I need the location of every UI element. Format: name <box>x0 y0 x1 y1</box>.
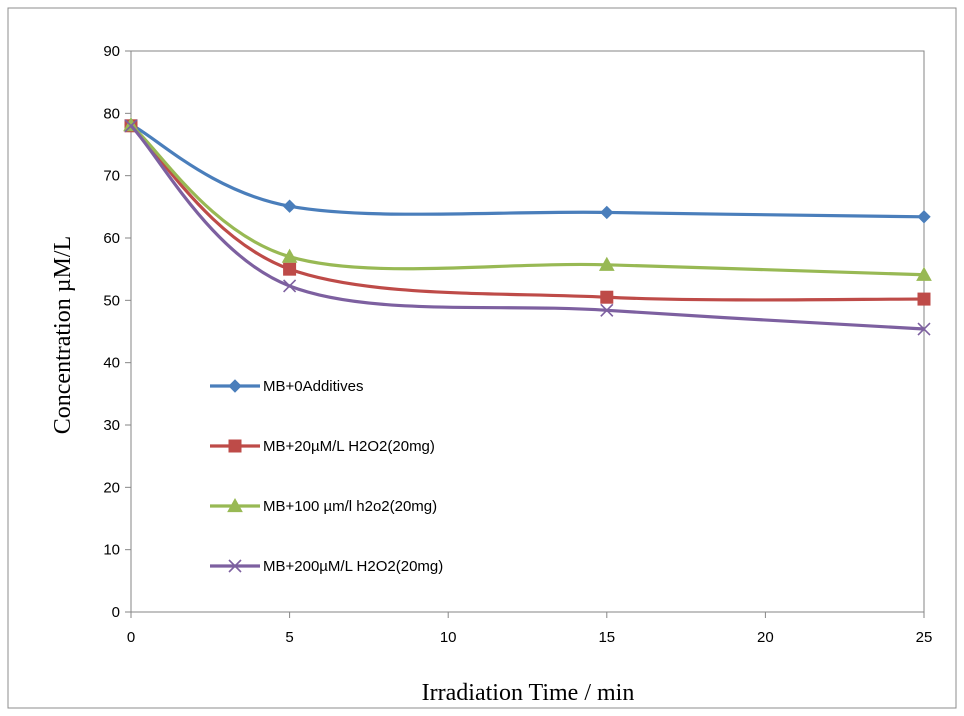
series-line <box>129 124 925 331</box>
x-tick-label: 20 <box>757 629 774 646</box>
y-tick-label: 80 <box>103 105 120 122</box>
x-tick-label: 25 <box>916 629 933 646</box>
data-point <box>282 199 297 213</box>
data-point <box>598 256 615 271</box>
data-point <box>283 279 297 293</box>
legend-marker <box>227 497 243 513</box>
data-point <box>917 210 931 224</box>
x-tick-label: 0 <box>127 629 135 646</box>
legend-entry: MB+0Additives <box>210 378 363 395</box>
legend: MB+0Additives MB+20µM/L H2O2(20mg) MB+100 … <box>210 378 443 575</box>
chart-border <box>7 7 957 709</box>
y-tick-label: 20 <box>103 479 120 496</box>
x-tick-label: 5 <box>285 629 293 646</box>
legend-entry: MB+200µM/L H2O2(20mg) <box>210 558 443 575</box>
y-tick-label: 30 <box>103 417 120 434</box>
data-point <box>124 119 138 133</box>
plot-area-frame <box>130 50 925 613</box>
data-point-stroke <box>600 303 614 317</box>
series-layer <box>123 117 932 336</box>
legend-entry: MB+100 µm/l h2o2(20mg) <box>210 497 437 515</box>
legend-marker <box>228 559 242 573</box>
y-tick-label: 0 <box>112 604 120 621</box>
y-axis-title: Concentration µM/L <box>50 236 76 434</box>
data-point <box>917 322 931 336</box>
legend-marker <box>228 439 242 453</box>
data-point <box>283 262 297 276</box>
series-3 <box>123 117 932 281</box>
data-point <box>600 303 614 317</box>
x-tick-label: 15 <box>598 629 615 646</box>
y-tick-label: 40 <box>103 355 120 372</box>
data-point-stroke <box>124 119 138 133</box>
data-point <box>281 248 298 263</box>
x-axis-title: Irradiation Time / min <box>422 680 635 706</box>
legend-marker <box>228 379 242 393</box>
legend-entry: MB+20µM/L H2O2(20mg) <box>210 438 435 455</box>
legend-label: MB+20µM/L H2O2(20mg) <box>263 438 435 455</box>
axes: 0 10 20 30 40 50 60 70 80 90 0 5 10 15 20 25 <box>103 43 932 646</box>
data-point <box>600 205 614 220</box>
legend-label: MB+0Additives <box>263 378 363 395</box>
y-tick-label: 60 <box>103 230 120 247</box>
data-point-stroke <box>283 279 297 293</box>
y-tick-label: 90 <box>103 43 120 60</box>
legend-label: MB+200µM/L H2O2(20mg) <box>263 558 443 575</box>
data-point <box>917 292 931 306</box>
data-point-stroke <box>917 322 931 336</box>
series-line <box>130 123 925 219</box>
legend-marker-stroke <box>228 559 242 573</box>
y-tick-label: 70 <box>103 168 120 185</box>
legend-label: MB+100 µm/l h2o2(20mg) <box>263 498 437 515</box>
series-line <box>129 124 925 302</box>
data-point <box>916 266 932 281</box>
x-tick-label: 10 <box>440 629 457 646</box>
series-4 <box>124 119 931 336</box>
y-tick-label: 50 <box>103 292 120 309</box>
y-tick-label: 10 <box>103 542 120 559</box>
series-line <box>129 123 925 277</box>
data-point <box>600 290 614 304</box>
